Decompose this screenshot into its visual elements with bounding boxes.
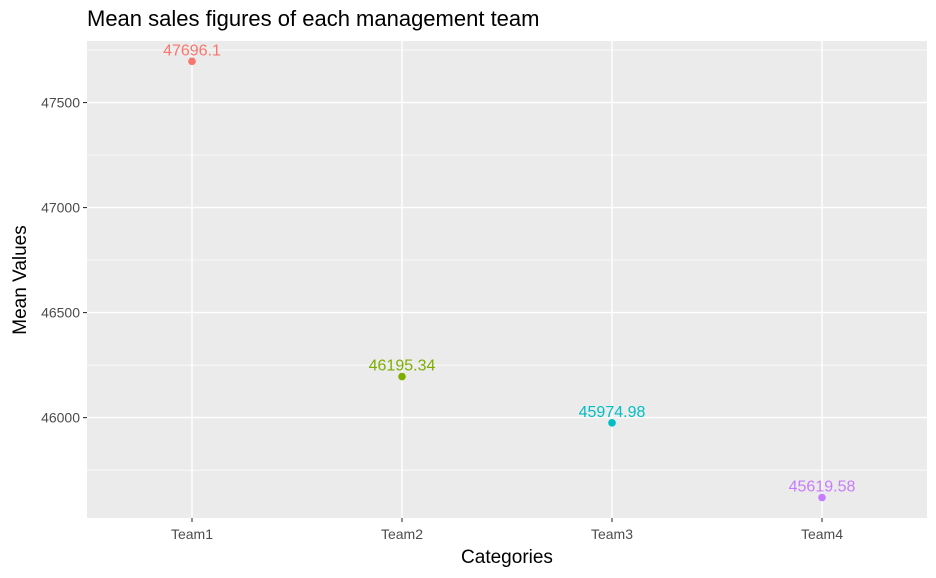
data-point — [818, 493, 826, 502]
y-tick-label: 46500 — [41, 305, 80, 321]
data-points — [188, 57, 826, 502]
data-label: 45974.98 — [579, 404, 646, 421]
x-tick-label: Team4 — [801, 526, 843, 542]
data-point — [398, 372, 406, 381]
y-tick-label: 47500 — [41, 95, 80, 111]
data-label: 45619.58 — [789, 479, 856, 496]
y-axis: 46000 46500 47000 47500 — [41, 95, 87, 426]
chart-title: Mean sales figures of each management te… — [87, 6, 539, 31]
data-point — [188, 57, 196, 66]
data-label: 47696.1 — [163, 42, 221, 59]
x-tick-label: Team1 — [171, 526, 213, 542]
x-tick-label: Team3 — [591, 526, 633, 542]
data-labels: 47696.1 46195.34 45974.98 45619.58 — [163, 42, 855, 495]
y-tick-label: 47000 — [41, 200, 80, 216]
plot-panel — [87, 41, 927, 518]
grid-lines — [87, 41, 927, 518]
y-axis-title: Mean Values — [10, 225, 31, 335]
x-tick-label: Team2 — [381, 526, 423, 542]
y-tick-label: 46000 — [41, 410, 80, 426]
x-axis-title: Categories — [461, 547, 553, 568]
x-axis: Team1 Team2 Team3 Team4 — [171, 518, 843, 542]
data-point — [608, 419, 616, 427]
data-label: 46195.34 — [369, 358, 436, 375]
